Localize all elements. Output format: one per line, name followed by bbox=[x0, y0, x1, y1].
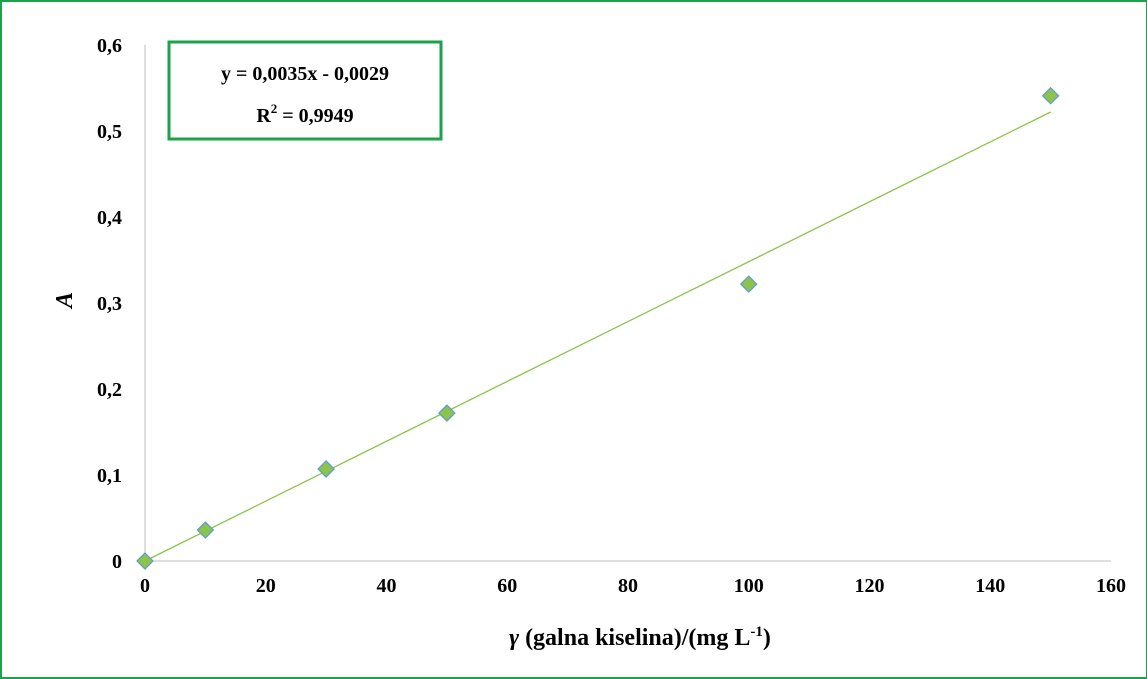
x-tick-label: 60 bbox=[497, 575, 517, 597]
y-tick-label: 0 bbox=[112, 551, 122, 573]
r-squared-value: = 0,9949 bbox=[277, 105, 353, 127]
r-squared-symbol: R bbox=[256, 105, 271, 127]
x-axis-label-superscript: -1 bbox=[750, 624, 763, 640]
equation-box: y = 0,0035x - 0,0029 R2 = 0,9949 bbox=[167, 40, 443, 141]
x-tick-label: 120 bbox=[855, 575, 885, 597]
x-tick-label: 20 bbox=[256, 575, 276, 597]
x-axis-label-symbol: γ bbox=[509, 625, 519, 651]
data-point bbox=[1041, 86, 1060, 105]
y-tick-label: 0,3 bbox=[97, 293, 122, 315]
y-tick-labels: 0 0,1 0,2 0,3 0,4 0,5 0,6 bbox=[97, 35, 122, 573]
x-tick-label: 100 bbox=[734, 575, 764, 597]
x-tick-label: 80 bbox=[618, 575, 638, 597]
axes bbox=[144, 45, 1111, 562]
x-tick-labels: 0 20 40 60 80 100 120 140 160 bbox=[140, 575, 1126, 597]
y-tick-label: 0,5 bbox=[97, 121, 122, 143]
data-points bbox=[136, 86, 1060, 570]
data-point bbox=[136, 552, 154, 570]
r-squared-superscript: 2 bbox=[271, 101, 278, 116]
x-tick-label: 160 bbox=[1096, 575, 1126, 597]
equation-box-border bbox=[167, 40, 443, 141]
y-axis-label: A bbox=[52, 292, 78, 310]
x-axis-label-close: ) bbox=[763, 625, 771, 651]
data-point bbox=[196, 521, 215, 539]
trendline-equation: y = 0,0035x - 0,0029 bbox=[221, 63, 389, 85]
y-tick-label: 0,2 bbox=[97, 379, 122, 401]
data-point bbox=[317, 460, 335, 478]
y-tick-label: 0,6 bbox=[97, 35, 122, 57]
x-tick-label: 140 bbox=[975, 575, 1005, 597]
data-point bbox=[438, 404, 456, 422]
trendline bbox=[144, 111, 1051, 562]
y-tick-label: 0,1 bbox=[97, 465, 122, 487]
data-point bbox=[739, 275, 758, 293]
r-squared: R2 = 0,9949 bbox=[256, 101, 353, 127]
x-tick-label: 40 bbox=[377, 575, 397, 597]
x-axis-label: γ (galna kiselina)/(mg L-1) bbox=[509, 624, 771, 651]
x-axis-label-text: (galna kiselina)/(mg L bbox=[519, 625, 750, 651]
y-tick-label: 0,4 bbox=[97, 207, 122, 229]
x-tick-label: 0 bbox=[140, 575, 150, 597]
